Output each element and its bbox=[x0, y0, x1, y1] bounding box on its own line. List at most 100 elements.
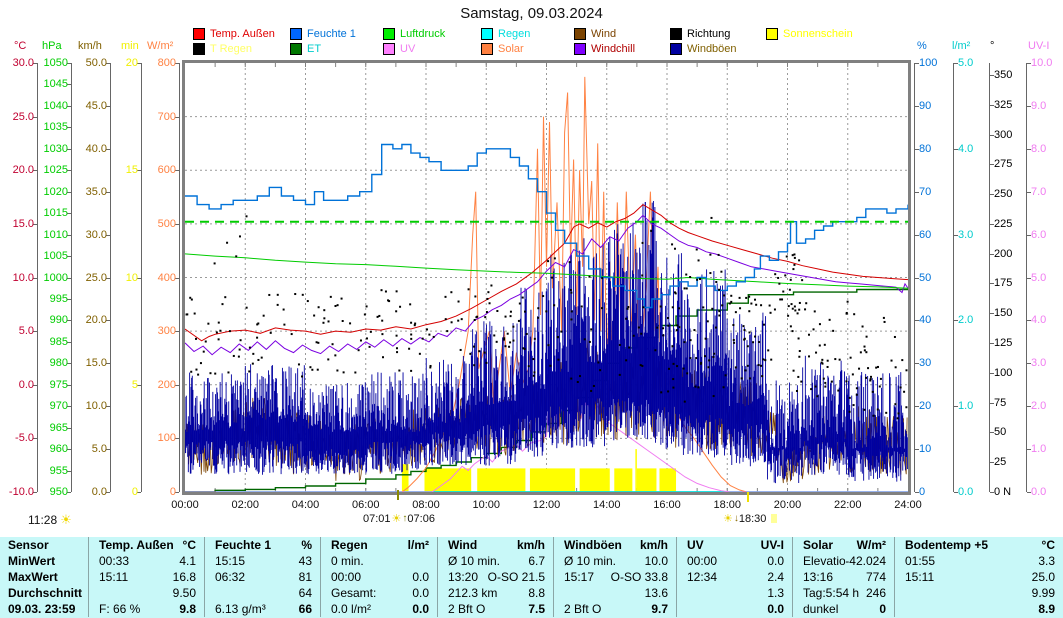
table-cell-wind: Ø 10 min. 6.7 bbox=[437, 553, 553, 569]
table-cell-solar: dunkel 0 bbox=[792, 601, 894, 617]
axis-tick-label: 1005 bbox=[43, 250, 68, 263]
table-cell-feuchte-1: 64 bbox=[204, 585, 320, 601]
x-axis-label: 24:00 bbox=[894, 499, 922, 511]
legend-label: T Regen bbox=[210, 43, 252, 55]
legend-swatch-icon bbox=[193, 28, 205, 40]
axis-tick-label: 100 bbox=[157, 432, 176, 445]
table-cell-wind: Wind km/h bbox=[437, 537, 553, 553]
table-cell-temp-au-en: 15:11 16.8 bbox=[88, 569, 204, 585]
legend-item-windchill: Windchill bbox=[574, 43, 635, 55]
axis-tick-label: 1.0 bbox=[958, 400, 974, 413]
sun-icon: ☀ bbox=[60, 512, 72, 527]
table-cell-solar: 13:16 774 bbox=[792, 569, 894, 585]
axis-tick bbox=[67, 428, 71, 429]
legend-swatch-icon bbox=[481, 43, 493, 55]
cell-label bbox=[554, 585, 564, 601]
axis-tick bbox=[990, 224, 994, 225]
axis-tick bbox=[106, 149, 110, 150]
axis-tick-label: 975 bbox=[49, 378, 68, 391]
axis-line bbox=[110, 63, 111, 492]
cell-label: 00:00 bbox=[687, 554, 718, 568]
axis-tick bbox=[175, 224, 179, 225]
legend-swatch-icon bbox=[383, 43, 395, 55]
axis-tick bbox=[106, 449, 110, 450]
column-name: Windböen bbox=[564, 538, 622, 552]
table-cell-solar: Elevation-42.024 bbox=[792, 553, 894, 569]
axis-tick bbox=[67, 235, 71, 236]
table-cell-regen: 00:00 0.0 bbox=[320, 569, 437, 585]
legend-label: Luftdruck bbox=[400, 28, 446, 40]
axis-tick-label: 970 bbox=[49, 400, 68, 413]
axis-tick bbox=[990, 492, 994, 493]
axis-tick bbox=[990, 462, 994, 463]
axis-tick-label: 35.0 bbox=[85, 185, 107, 198]
x-axis-label: 16:00 bbox=[653, 499, 681, 511]
legend-item-richtung: Richtung bbox=[670, 28, 730, 40]
axis-tick-label: 8.0 bbox=[1031, 142, 1047, 155]
axis-tick-label: 0 bbox=[169, 486, 176, 498]
axis-tick bbox=[954, 320, 958, 321]
legend-swatch-icon bbox=[766, 28, 778, 40]
axis-tick-label: 100 bbox=[994, 366, 1013, 379]
axis-tick-label: 0 bbox=[919, 486, 926, 498]
cell-value: 0.0 bbox=[767, 554, 784, 568]
cell-label: 13:16 bbox=[803, 570, 834, 584]
table-row-label: 09.03. 23:59 bbox=[8, 602, 76, 616]
series-windchill bbox=[184, 214, 909, 356]
cell-label: 2 Bft O bbox=[564, 602, 602, 616]
axis-tick-label: 1030 bbox=[43, 142, 68, 155]
dusk-swatch bbox=[771, 514, 778, 523]
axis-tick-label: 1010 bbox=[43, 228, 68, 241]
axis-tick-label: 9.0 bbox=[1031, 99, 1047, 112]
axis-tick-label: -5.0 bbox=[15, 432, 34, 445]
axis-tick bbox=[67, 492, 71, 493]
axis-tick-label: 3.0 bbox=[958, 228, 974, 241]
axis-tick bbox=[990, 313, 994, 314]
axis-tick bbox=[67, 385, 71, 386]
axis-tick-label: 700 bbox=[157, 110, 176, 123]
x-axis-label: 14:00 bbox=[592, 499, 621, 511]
axis-tick-label: 0.0 bbox=[1031, 486, 1047, 498]
legend-label: Wind bbox=[591, 28, 617, 40]
x-axis-label: 22:00 bbox=[833, 499, 862, 511]
axis-tick-label: 0 N bbox=[994, 486, 1012, 498]
axis-tick-label: 960 bbox=[49, 443, 68, 456]
series-richtung bbox=[185, 215, 908, 420]
axis-tick-label: 30.0 bbox=[12, 57, 34, 69]
axis-tick-label: 5.0 bbox=[18, 325, 34, 338]
axis-tick bbox=[67, 84, 71, 85]
axis-tick bbox=[67, 106, 71, 107]
axis-tick-label: 0 bbox=[131, 486, 138, 498]
cell-value: 64 bbox=[298, 586, 312, 600]
axis-tick bbox=[990, 75, 994, 76]
cell-label: 15:15 bbox=[215, 554, 246, 568]
table-cell-bodentemp-5: 01:55 3.3 bbox=[894, 553, 1063, 569]
cell-value: 2.4 bbox=[767, 570, 784, 584]
axis-tick-label: 0.0 bbox=[91, 486, 107, 498]
cell-label bbox=[205, 585, 215, 601]
axis-tick bbox=[33, 278, 37, 279]
table-row: MaxWert 15:11 16.8 06:32 81 00:00 0.0 13:20 O-SO… bbox=[0, 569, 1063, 585]
axis-tick bbox=[33, 63, 37, 64]
axis-tick bbox=[915, 235, 919, 236]
axis-tick-label: 100 bbox=[919, 57, 938, 69]
axis-tick bbox=[915, 192, 919, 193]
legend-item-luftdruck: Luftdruck bbox=[383, 28, 445, 40]
cell-label bbox=[895, 585, 905, 601]
axis-tick bbox=[106, 406, 110, 407]
series-et bbox=[185, 287, 909, 493]
cell-value: 9.7 bbox=[651, 602, 668, 616]
page-title: Samstag, 09.03.2024 bbox=[460, 5, 603, 22]
table-row: MinWert 00:33 4.1 15:15 43 0 min. Ø 10 min. 6.7… bbox=[0, 553, 1063, 569]
legend-label: Temp. Außen bbox=[210, 28, 275, 40]
column-unit: km/h bbox=[516, 538, 545, 552]
axis-tick-label: 980 bbox=[49, 357, 68, 370]
legend-swatch-icon bbox=[574, 43, 586, 55]
axis-tick-label: 250 bbox=[994, 188, 1013, 201]
legend-swatch-icon bbox=[193, 43, 205, 55]
cell-label: 15:11 bbox=[99, 570, 129, 584]
axis-line bbox=[1026, 63, 1027, 492]
axis-tick bbox=[954, 149, 958, 150]
cell-label: Tag:5:54 h bbox=[803, 586, 860, 600]
axis-tick bbox=[175, 385, 179, 386]
